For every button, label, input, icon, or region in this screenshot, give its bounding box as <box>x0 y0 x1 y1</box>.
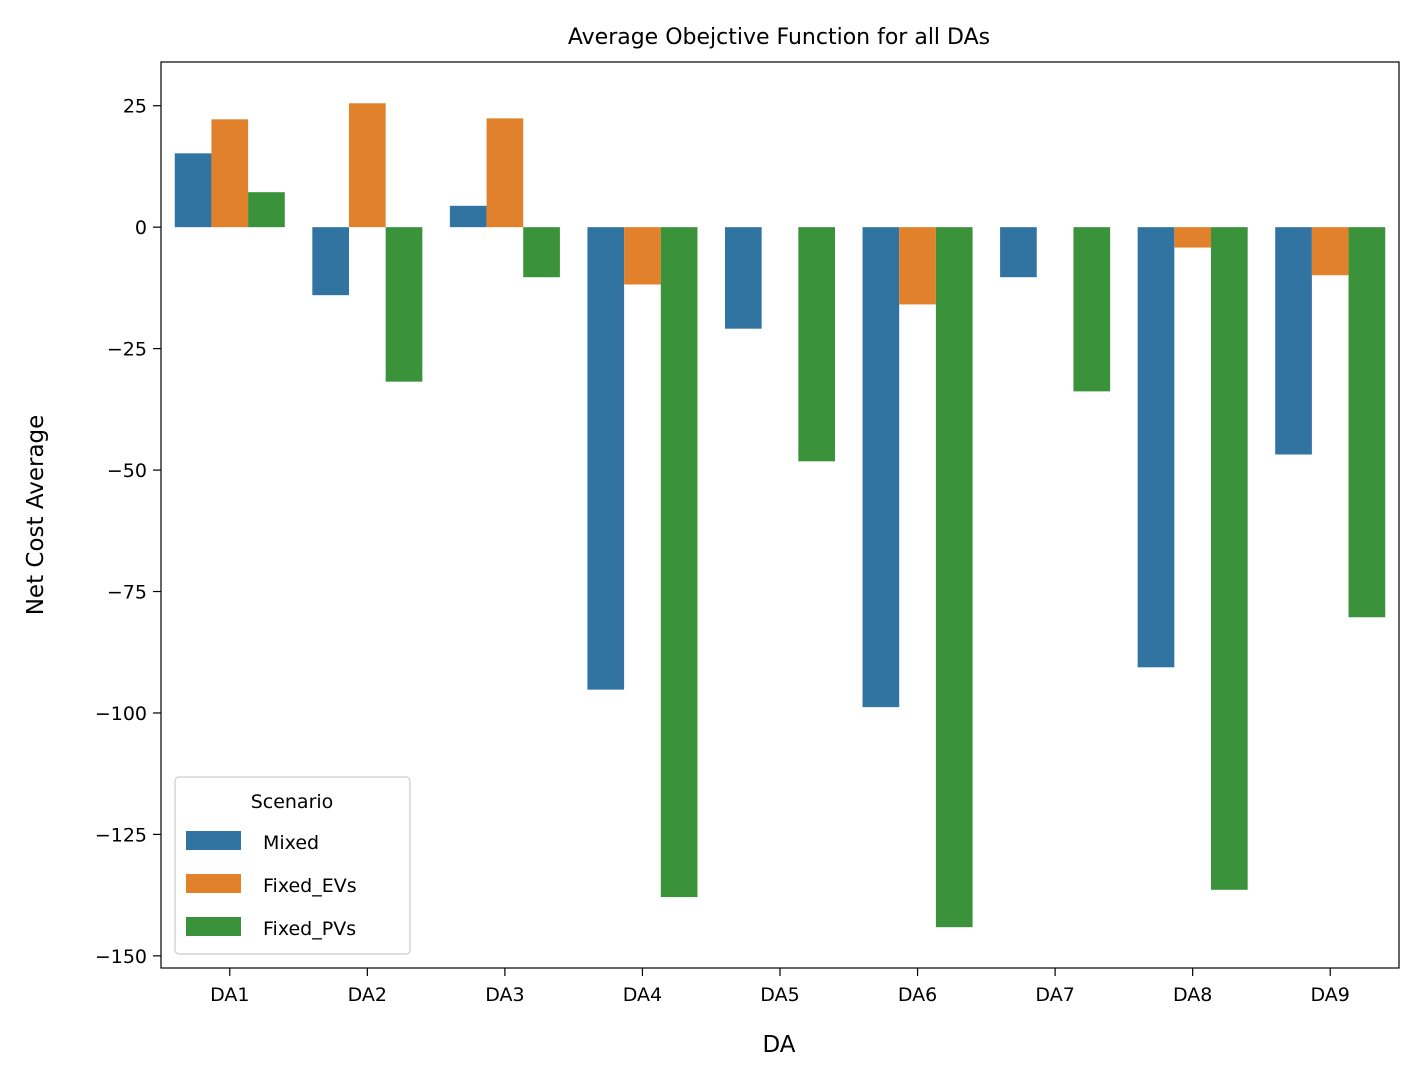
legend-swatch-fixed-evs <box>186 874 241 893</box>
bar-mixed-da2 <box>312 227 349 296</box>
x-tick-label: DA2 <box>348 984 387 1006</box>
x-tick-label: DA5 <box>760 984 799 1006</box>
x-axis: DA1 DA2 DA3 DA4 DA5 DA6 DA7 DA8 DA9 <box>210 968 1350 1006</box>
y-tick-label: −100 <box>95 703 147 725</box>
bar-mixed-da1 <box>174 153 212 228</box>
legend-label-mixed: Mixed <box>263 832 319 854</box>
bar-fixed-evs-da4 <box>624 227 661 285</box>
legend: Scenario Mixed Fixed_EVs Fixed_PVs <box>174 776 411 955</box>
y-tick-label: −75 <box>107 582 147 604</box>
y-axis-label: Net Cost Average <box>23 415 49 616</box>
bar-fixed-pvs-da4 <box>660 227 698 898</box>
bar-mixed-da5 <box>724 227 762 329</box>
bar-fixed-evs-da9 <box>1311 227 1349 276</box>
x-tick-label: DA7 <box>1035 984 1074 1006</box>
x-axis-label: DA <box>762 1032 795 1058</box>
y-tick-label: 25 <box>123 96 147 118</box>
bar-mixed-da8 <box>1137 227 1175 668</box>
bar-mixed-da6 <box>862 227 900 708</box>
bar-fixed-pvs-da1 <box>248 192 285 228</box>
bar-mixed-da4 <box>587 227 625 690</box>
bar-fixed-pvs-da5 <box>798 227 836 462</box>
bar-fixed-pvs-da6 <box>935 227 973 928</box>
x-tick-label: DA1 <box>210 984 249 1006</box>
legend-label-fixed-evs: Fixed_EVs <box>263 875 357 897</box>
bar-mixed-da9 <box>1275 227 1312 455</box>
bar-fixed-evs-da8 <box>1174 227 1212 248</box>
x-tick-label: DA3 <box>485 984 524 1006</box>
legend-title: Scenario <box>251 791 334 813</box>
y-tick-label: −125 <box>95 824 147 846</box>
chart-title: Average Obejctive Function for all DAs <box>568 25 990 50</box>
bar-fixed-evs-da6 <box>899 227 936 305</box>
y-tick-label: −150 <box>95 946 147 968</box>
plot-frame <box>160 61 1400 969</box>
bar-mixed-da3 <box>449 205 487 228</box>
x-tick-label: DA4 <box>623 984 662 1006</box>
bar-fixed-pvs-da7 <box>1073 227 1111 392</box>
x-tick-label: DA6 <box>898 984 937 1006</box>
bar-fixed-pvs-da2 <box>385 227 423 382</box>
legend-swatch-fixed-pvs <box>186 917 241 936</box>
legend-frame <box>174 776 411 955</box>
x-tick-label: DA8 <box>1173 984 1212 1006</box>
bar-fixed-evs-da2 <box>348 103 386 228</box>
legend-swatch-mixed <box>186 831 241 850</box>
legend-label-fixed-pvs: Fixed_PVs <box>263 918 356 940</box>
bar-fixed-pvs-da8 <box>1211 227 1248 890</box>
bar-fixed-pvs-da3 <box>523 227 560 278</box>
y-tick-label: −25 <box>107 339 147 361</box>
bar-fixed-evs-da1 <box>211 119 249 228</box>
x-tick-label: DA9 <box>1311 984 1350 1006</box>
bars-group <box>174 103 1386 928</box>
y-tick-label: −50 <box>107 460 147 482</box>
bar-fixed-pvs-da9 <box>1348 227 1386 618</box>
bar-mixed-da7 <box>1000 227 1037 278</box>
y-axis: 25 0 −25 −50 −75 −100 −125 −150 <box>95 96 161 968</box>
bar-fixed-evs-da3 <box>486 118 524 228</box>
y-tick-label: 0 <box>135 217 147 239</box>
